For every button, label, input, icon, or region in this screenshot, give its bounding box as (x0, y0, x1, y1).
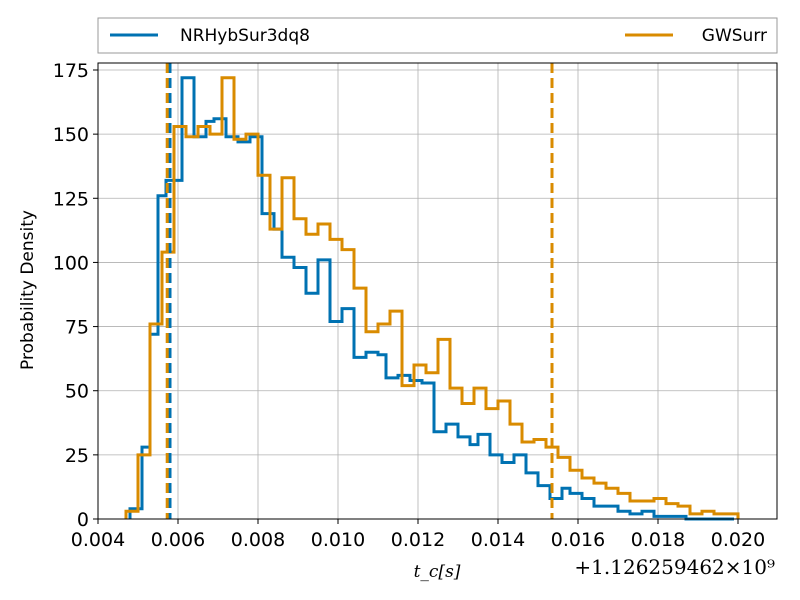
y-tick-label: 175 (53, 60, 89, 82)
series-step-nrhybsur3dq8 (128, 76, 734, 521)
y-tick-label: 100 (53, 252, 89, 274)
y-tick-label: 50 (65, 381, 89, 403)
x-tick-label: 0.020 (711, 529, 765, 551)
x-tick-label: 0.018 (631, 529, 685, 551)
legend-label-gwsurr: GWSurr (702, 26, 767, 46)
legend: NRHybSur3dq8 GWSurr (97, 17, 778, 54)
x-axis-ticks: 0.004 0.006 0.008 0.010 0.012 0.014 0.016 0.018… (71, 519, 765, 551)
grid (97, 63, 777, 520)
series-step-gwsurr (124, 76, 740, 519)
y-tick-label: 25 (65, 445, 89, 467)
y-tick-label: 0 (77, 509, 89, 531)
x-tick-label: 0.008 (231, 529, 285, 551)
y-axis-label: Probability Density (18, 210, 38, 370)
x-tick-label: 0.004 (71, 529, 125, 551)
y-axis-ticks: 0 25 50 75 100 125 150 175 (53, 60, 98, 531)
quantile-lines (165, 63, 554, 519)
x-tick-label: 0.016 (551, 529, 605, 551)
x-tick-label: 0.006 (151, 529, 205, 551)
x-offset-text: +1.126259462×10⁹ (574, 555, 775, 579)
legend-label-nrhybsur3dq8: NRHybSur3dq8 (180, 26, 310, 46)
histogram-series (124, 76, 740, 521)
y-tick-label: 125 (53, 188, 89, 210)
x-axis-label: t_c[s] (414, 562, 461, 582)
y-tick-label: 75 (65, 317, 89, 339)
x-tick-label: 0.014 (471, 529, 525, 551)
plot-frame (97, 62, 778, 520)
y-tick-label: 150 (53, 124, 89, 146)
x-tick-label: 0.010 (311, 529, 365, 551)
x-tick-label: 0.012 (391, 529, 445, 551)
